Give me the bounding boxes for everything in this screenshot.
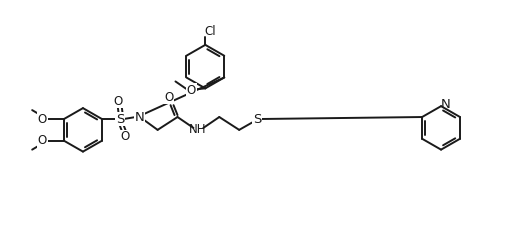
Text: O: O [38, 113, 47, 125]
Text: O: O [164, 91, 173, 104]
Text: O: O [120, 130, 129, 143]
Text: N: N [441, 98, 451, 111]
Text: N: N [135, 110, 145, 124]
Text: O: O [187, 84, 196, 97]
Text: S: S [116, 113, 124, 125]
Text: S: S [253, 113, 261, 125]
Text: O: O [113, 95, 122, 108]
Text: O: O [38, 134, 47, 147]
Text: NH: NH [188, 123, 206, 136]
Text: Cl: Cl [204, 25, 216, 38]
